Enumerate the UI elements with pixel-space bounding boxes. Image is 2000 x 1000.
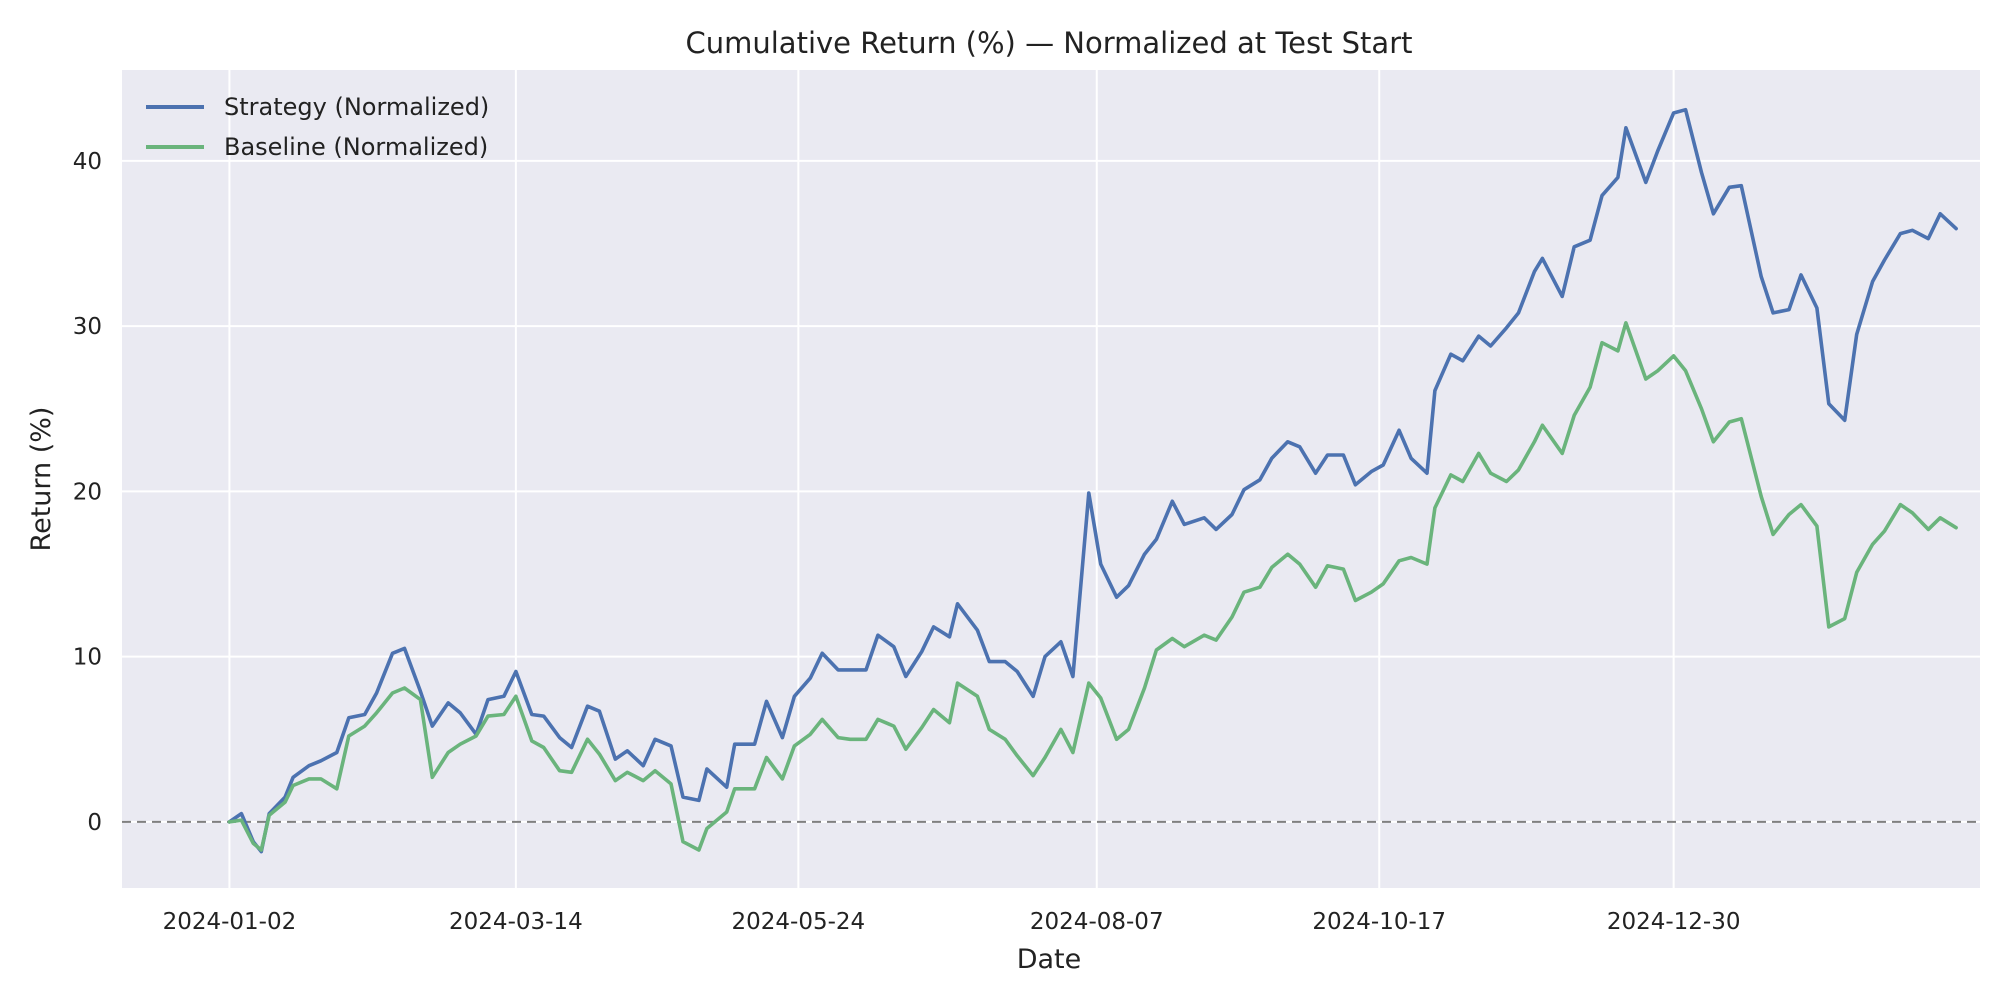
y-tick-label: 20 xyxy=(73,479,102,505)
chart-title: Cumulative Return (%) — Normalized at Te… xyxy=(685,26,1412,60)
y-axis-ticks: 0 10 20 30 40 xyxy=(73,149,102,836)
x-tick-label: 2024-03-14 xyxy=(449,909,583,935)
grid-lines xyxy=(122,70,1980,888)
y-tick-label: 40 xyxy=(73,149,102,175)
y-axis-label: Return (%) xyxy=(26,407,57,552)
x-axis-ticks: 2024-01-02 2024-03-14 2024-05-24 2024-08-07… xyxy=(163,909,1741,935)
legend-label-strategy: Strategy (Normalized) xyxy=(224,93,489,121)
x-tick-label: 2024-08-07 xyxy=(1030,909,1164,935)
series-lines xyxy=(227,107,1958,854)
series-line-strategy xyxy=(227,107,1958,854)
series-line-baseline xyxy=(227,320,1958,852)
legend: Strategy (Normalized) Baseline (Normaliz… xyxy=(146,93,489,161)
x-tick-label: 2024-10-17 xyxy=(1312,909,1446,935)
plot-area xyxy=(122,70,1980,888)
legend-label-baseline: Baseline (Normalized) xyxy=(224,133,488,161)
x-axis-label: Date xyxy=(1017,944,1082,975)
x-tick-label: 2024-05-24 xyxy=(732,909,866,935)
y-tick-label: 0 xyxy=(87,810,102,836)
y-tick-label: 10 xyxy=(73,645,102,671)
y-tick-label: 30 xyxy=(73,314,102,340)
x-tick-label: 2024-01-02 xyxy=(163,909,297,935)
x-tick-label: 2024-12-30 xyxy=(1607,909,1741,935)
